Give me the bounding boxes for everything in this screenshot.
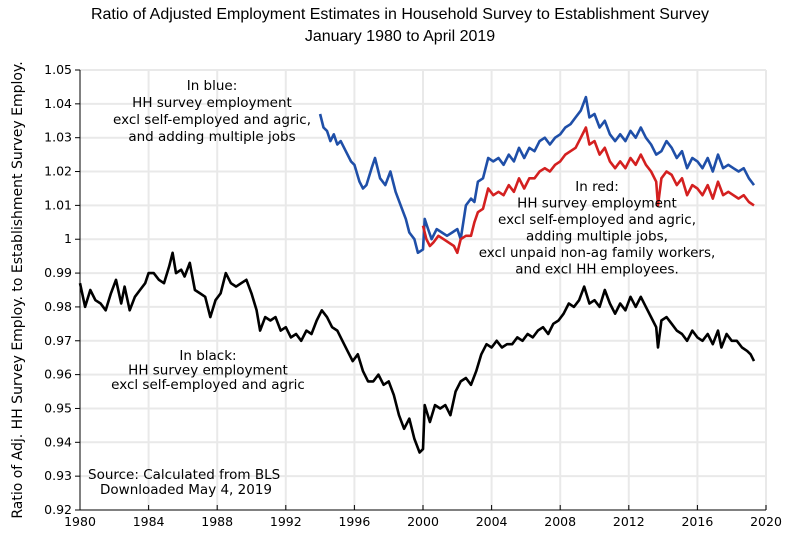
black-annotation-text: HH survey employment — [128, 363, 288, 379]
blue-annotation-text: and adding multiple jobs — [128, 129, 295, 145]
y-tick-label: 0.95 — [44, 400, 72, 415]
y-tick-label: 0.92 — [44, 502, 72, 517]
x-tick-label: 1988 — [201, 514, 233, 529]
y-tick-label: 0.96 — [44, 367, 72, 382]
y-tick-label: 0.93 — [44, 468, 72, 483]
red-annotation-text: In red: — [575, 179, 619, 195]
y-tick-label: 1.04 — [44, 96, 72, 111]
blue-annotation-text: In blue: — [187, 78, 238, 94]
x-tick-label: 2000 — [407, 514, 439, 529]
black-annotation-text: excl self-employed and agric — [111, 377, 305, 393]
chart-subtitle: January 1980 to April 2019 — [304, 28, 496, 45]
source-text: Source: Calculated from BLS — [88, 467, 280, 483]
series-lines — [78, 95, 756, 454]
x-tick-label: 1984 — [133, 514, 165, 529]
x-tick-label: 2004 — [476, 514, 508, 529]
x-tick-label: 1996 — [338, 514, 370, 529]
red-annotation-text: excl unpaid non-ag family workers, — [479, 245, 716, 261]
chart-title: Ratio of Adjusted Employment Estimates i… — [90, 6, 710, 23]
y-tick-label: 1.03 — [44, 130, 72, 145]
red-annotation-text: adding multiple jobs, — [526, 229, 668, 245]
black-series-line — [78, 251, 756, 454]
x-tick-label: 1980 — [64, 514, 96, 529]
red-annotation-text: excl self-employed and agric, — [498, 212, 696, 228]
y-tick-label: 0.97 — [44, 333, 72, 348]
y-tick-label: 0.99 — [44, 265, 72, 280]
y-tick-label: 1.02 — [44, 164, 72, 179]
blue-annotation-text: excl self-employed and agric, — [113, 112, 311, 128]
gridlines — [80, 69, 767, 510]
x-tick-label: 2012 — [613, 514, 645, 529]
y-tick-label: 0.94 — [44, 434, 72, 449]
red-series-line — [421, 126, 755, 255]
x-tick-label: 2008 — [544, 514, 576, 529]
y-tick-label: 1.05 — [44, 62, 72, 77]
red-annotation-text: and excl HH employees. — [515, 262, 679, 278]
chart-title-block: Ratio of Adjusted Employment Estimates i… — [0, 4, 800, 48]
blue-series-line — [318, 95, 756, 255]
y-tick-label: 1.01 — [44, 197, 72, 212]
y-tick-label: 1 — [64, 231, 72, 246]
y-tick-label: 0.98 — [44, 299, 72, 314]
x-tick-label: 2020 — [750, 514, 782, 529]
axes: 0.92 0.93 0.94 0.95 0.96 0.97 0.98 0.99 1 1.01 1.0… — [44, 62, 782, 529]
download-date-text: Downloaded May 4, 2019 — [100, 482, 272, 498]
y-axis-label: Ratio of Adj. HH Survey Employ. to Estab… — [10, 61, 26, 518]
x-tick-label: 2016 — [681, 514, 713, 529]
blue-annotation-text: HH survey employment — [132, 95, 292, 111]
x-tick-label: 1992 — [270, 514, 302, 529]
black-annotation-text: In black: — [179, 348, 236, 364]
red-annotation-text: HH survey employment — [517, 196, 677, 212]
